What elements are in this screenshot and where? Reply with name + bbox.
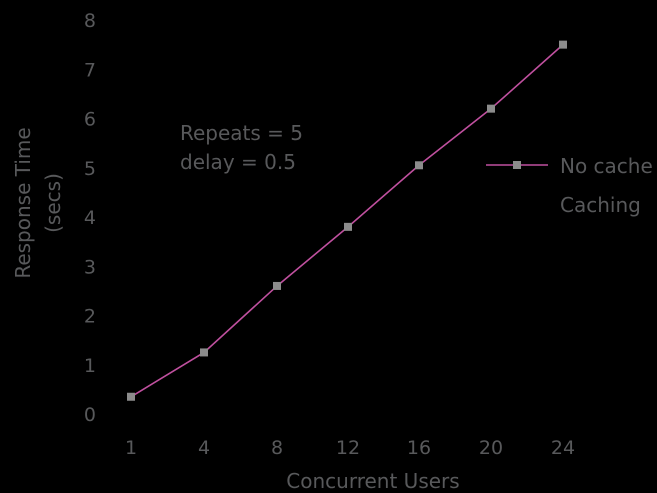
x-tick-label: 20	[479, 437, 503, 459]
data-point-marker	[344, 222, 352, 231]
y-tick-label: 6	[84, 109, 96, 131]
legend-marker-no-cache	[513, 161, 521, 169]
annotation-delay: delay = 0.5	[180, 150, 296, 174]
y-tick-label: 8	[84, 10, 96, 32]
y-tick-label: 0	[84, 404, 96, 426]
x-axis-ticks: 1 4 8 12 16 20 24	[125, 437, 575, 459]
legend-label-caching: Caching	[560, 193, 641, 217]
x-tick-label: 12	[336, 437, 360, 459]
annotation-repeats: Repeats = 5	[180, 121, 303, 145]
x-tick-label: 4	[198, 437, 210, 459]
x-tick-label: 8	[271, 437, 283, 459]
series-line	[130, 44, 564, 398]
series-group	[127, 40, 567, 401]
data-point-marker	[200, 348, 208, 357]
y-tick-label: 5	[84, 158, 96, 180]
y-axis-label-line2: (secs)	[41, 173, 65, 233]
x-tick-label: 1	[125, 437, 137, 459]
y-tick-label: 3	[84, 256, 96, 278]
x-tick-label: 16	[407, 437, 431, 459]
y-tick-label: 7	[84, 59, 96, 81]
data-point-marker	[487, 104, 495, 113]
data-point-marker	[415, 161, 423, 170]
y-tick-label: 4	[84, 207, 96, 229]
y-axis-label-line1: Response Time	[11, 127, 35, 278]
x-axis-label: Concurrent Users	[286, 469, 459, 493]
data-point-marker	[127, 392, 135, 401]
y-axis-ticks: 0 1 2 3 4 5 6 7 8	[84, 10, 96, 426]
x-tick-label: 24	[551, 437, 575, 459]
y-tick-label: 2	[84, 306, 96, 328]
y-tick-label: 1	[84, 355, 96, 377]
legend-label-no-cache: No cache	[560, 154, 653, 178]
data-point-marker	[559, 40, 567, 49]
data-point-marker	[273, 281, 281, 290]
legend: No cache Caching	[486, 154, 653, 217]
